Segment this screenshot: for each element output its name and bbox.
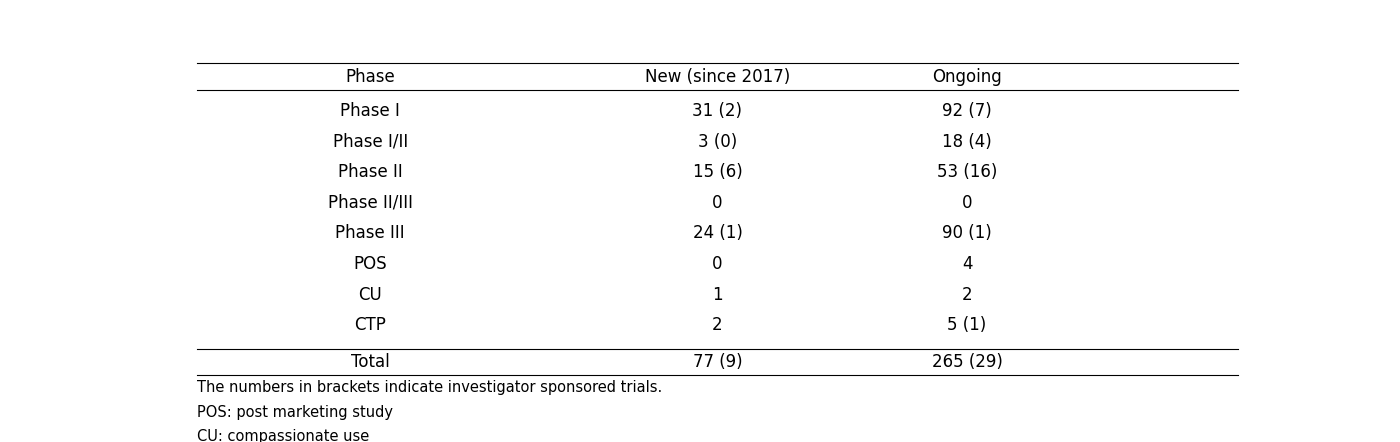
- Text: Phase III: Phase III: [336, 225, 405, 242]
- Text: Ongoing: Ongoing: [932, 68, 1002, 86]
- Text: Phase: Phase: [346, 68, 395, 86]
- Text: 4: 4: [962, 255, 972, 273]
- Text: Phase I: Phase I: [340, 102, 400, 120]
- Text: 18 (4): 18 (4): [942, 133, 993, 151]
- Text: POS: post marketing study: POS: post marketing study: [196, 405, 392, 420]
- Text: 15 (6): 15 (6): [693, 163, 742, 181]
- Text: 5 (1): 5 (1): [948, 316, 987, 334]
- Text: CU: compassionate use: CU: compassionate use: [196, 430, 370, 442]
- Text: CTP: CTP: [354, 316, 386, 334]
- Text: 31 (2): 31 (2): [693, 102, 742, 120]
- Text: The numbers in brackets indicate investigator sponsored trials.: The numbers in brackets indicate investi…: [196, 381, 662, 396]
- Text: New (since 2017): New (since 2017): [645, 68, 790, 86]
- Text: 90 (1): 90 (1): [942, 225, 993, 242]
- Text: 53 (16): 53 (16): [937, 163, 997, 181]
- Text: 2: 2: [962, 286, 973, 304]
- Text: Phase I/II: Phase I/II: [333, 133, 407, 151]
- Text: Total: Total: [351, 353, 389, 371]
- Text: Phase II/III: Phase II/III: [328, 194, 413, 212]
- Text: 1: 1: [713, 286, 722, 304]
- Text: Phase II: Phase II: [337, 163, 403, 181]
- Text: 0: 0: [713, 194, 722, 212]
- Text: 92 (7): 92 (7): [942, 102, 993, 120]
- Text: 2: 2: [713, 316, 722, 334]
- Text: 265 (29): 265 (29): [931, 353, 1002, 371]
- Text: 0: 0: [713, 255, 722, 273]
- Text: 77 (9): 77 (9): [693, 353, 742, 371]
- Text: 3 (0): 3 (0): [697, 133, 738, 151]
- Text: 24 (1): 24 (1): [693, 225, 742, 242]
- Text: 0: 0: [962, 194, 972, 212]
- Text: POS: POS: [353, 255, 388, 273]
- Text: CU: CU: [358, 286, 382, 304]
